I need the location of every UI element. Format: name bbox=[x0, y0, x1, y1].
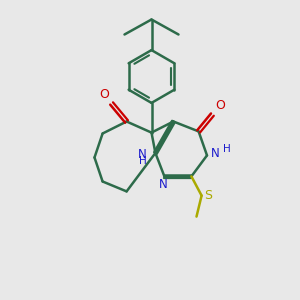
Text: S: S bbox=[204, 189, 212, 202]
Text: N: N bbox=[158, 178, 167, 191]
Text: O: O bbox=[99, 88, 109, 101]
Text: H: H bbox=[139, 156, 147, 167]
Text: N: N bbox=[211, 147, 219, 161]
Text: H: H bbox=[223, 144, 230, 154]
Text: O: O bbox=[215, 99, 225, 112]
Text: N: N bbox=[138, 148, 147, 161]
